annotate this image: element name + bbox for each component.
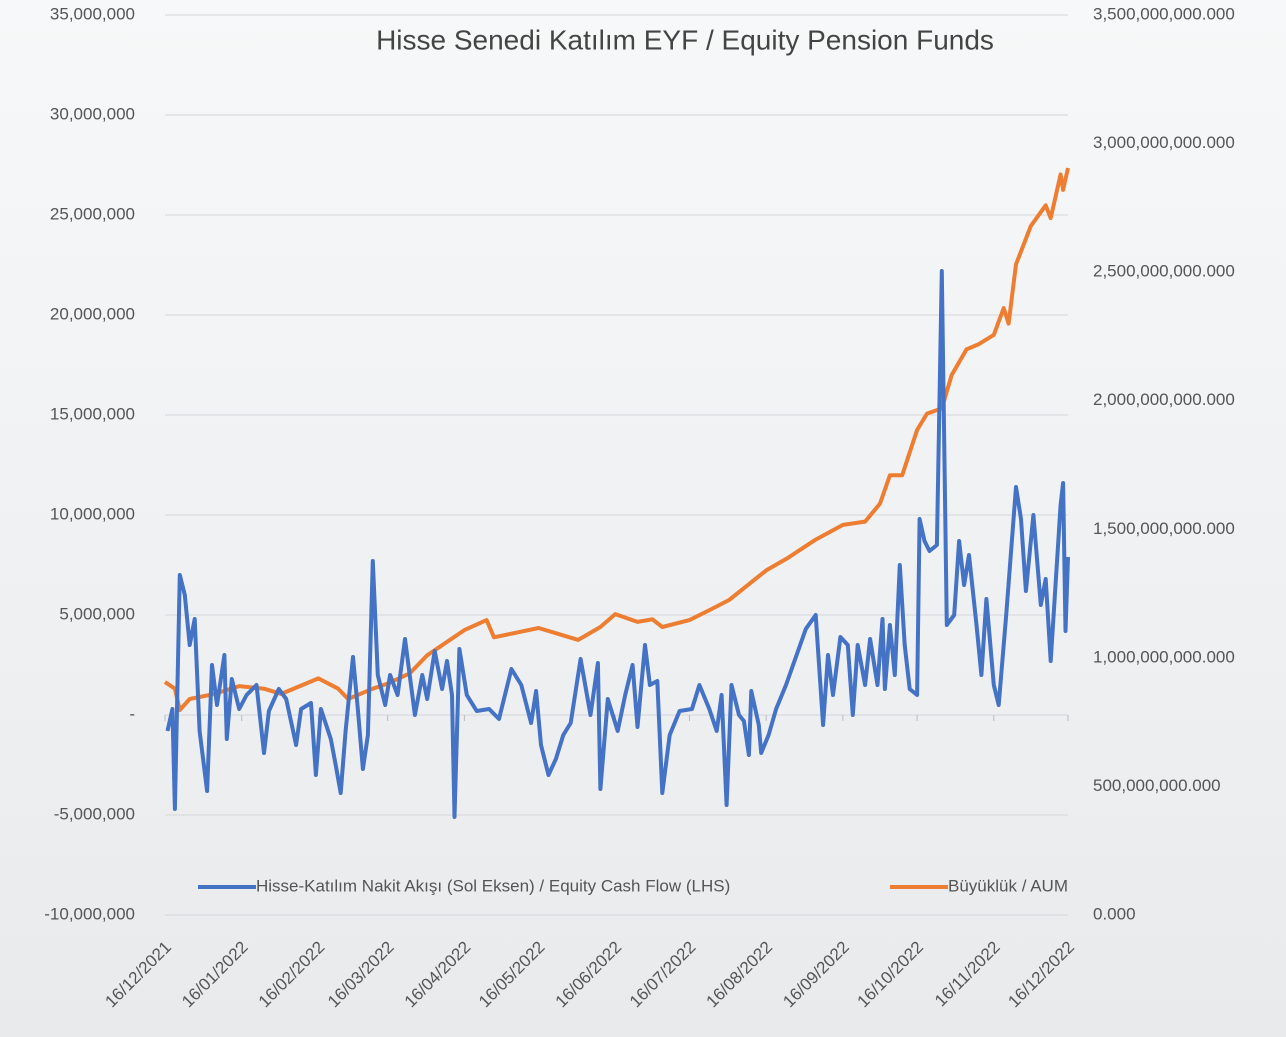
y-tick-label: 25,000,000 — [50, 204, 135, 223]
y2-tick-label: 3,500,000,000.000 — [1093, 4, 1235, 23]
x-tick-label: 16/12/2021 — [101, 938, 175, 1012]
y-tick-label: 30,000,000 — [50, 104, 135, 123]
x-tick-label: 16/04/2022 — [401, 938, 475, 1012]
y2-tick-label: 2,000,000,000.000 — [1093, 390, 1235, 409]
x-tick-label: 16/07/2022 — [626, 938, 700, 1012]
legend-label: Büyüklük / AUM — [948, 876, 1068, 895]
y-tick-label: 5,000,000 — [59, 604, 135, 623]
x-tick-label: 16/09/2022 — [779, 938, 853, 1012]
y-tick-label: -5,000,000 — [54, 804, 135, 823]
y2-tick-label: 2,500,000,000.000 — [1093, 262, 1235, 281]
x-tick-label: 16/11/2022 — [931, 938, 1004, 1011]
series-line — [165, 168, 1068, 710]
y2-tick-label: 500,000,000.000 — [1093, 776, 1221, 795]
series-line — [168, 271, 1069, 817]
legend-label: Hisse-Katılım Nakit Akışı (Sol Eksen) / … — [256, 876, 730, 895]
x-tick-label: 16/08/2022 — [703, 938, 777, 1012]
x-tick-label: 16/01/2022 — [178, 938, 252, 1012]
x-tick-label: 16/03/2022 — [324, 938, 398, 1012]
y2-tick-label: 1,500,000,000.000 — [1093, 519, 1235, 538]
y-tick-label: 20,000,000 — [50, 304, 135, 323]
y2-tick-label: 1,000,000,000.000 — [1093, 647, 1235, 666]
y-tick-label: 10,000,000 — [50, 504, 135, 523]
x-tick-label: 16/06/2022 — [552, 938, 626, 1012]
y-tick-label: 15,000,000 — [50, 404, 135, 423]
x-tick-label: 16/05/2022 — [475, 938, 549, 1012]
y-tick-label: 35,000,000 — [50, 4, 135, 23]
page: Hisse Senedi Katılım EYF / Equity Pensio… — [0, 0, 1286, 1037]
y-tick-label: - — [129, 704, 135, 723]
y2-tick-label: 0.000 — [1093, 904, 1136, 923]
y-tick-label: -10,000,000 — [44, 904, 135, 923]
x-tick-label: 16/10/2022 — [853, 938, 927, 1012]
chart-title: Hisse Senedi Katılım EYF / Equity Pensio… — [376, 24, 994, 55]
x-tick-label: 16/02/2022 — [255, 938, 329, 1012]
chart: Hisse Senedi Katılım EYF / Equity Pensio… — [0, 0, 1286, 1037]
y2-tick-label: 3,000,000,000.000 — [1093, 133, 1235, 152]
x-tick-label: 16/12/2022 — [1004, 938, 1078, 1012]
